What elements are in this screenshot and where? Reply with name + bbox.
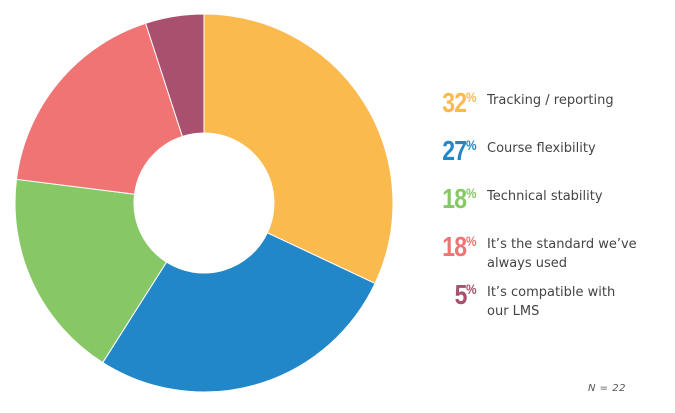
legend-percent-value: 27 <box>442 135 468 166</box>
legend-label: Tracking / reporting <box>487 93 614 108</box>
legend-label: Course flexibility <box>487 141 596 156</box>
legend-item-1: 32% Tracking / reporting <box>426 88 666 136</box>
donut-slice-4 <box>15 22 183 195</box>
legend-percent-symbol: % <box>465 185 477 201</box>
sample-size-note: N = 22 <box>588 383 626 394</box>
legend-label: It’s the standard we’ve always used <box>487 237 637 271</box>
chart-legend: 32% Tracking / reporting 27% Course flexibi… <box>426 88 666 328</box>
legend-percent: 18% <box>426 184 478 214</box>
legend-percent-value: 5 <box>454 279 468 310</box>
legend-percent-symbol: % <box>465 281 477 297</box>
legend-item-3: 18% Technical stability <box>426 184 666 232</box>
legend-percent-symbol: % <box>465 137 477 153</box>
legend-percent-symbol: % <box>465 89 477 105</box>
legend-percent-symbol: % <box>465 233 477 249</box>
legend-item-5: 5% It’s compatible with our LMS <box>426 280 666 328</box>
legend-item-4: 18% It’s the standard we’ve always used <box>426 232 666 280</box>
donut-slice-2 <box>102 232 376 393</box>
legend-percent-value: 18 <box>442 231 468 262</box>
legend-percent: 5% <box>426 280 478 310</box>
legend-percent-value: 18 <box>442 183 468 214</box>
legend-label: Technical stability <box>487 189 603 204</box>
donut-slice-5 <box>144 13 205 138</box>
donut-slice-1 <box>203 13 394 285</box>
legend-percent: 27% <box>426 136 478 166</box>
legend-label: It’s compatible with our LMS <box>487 285 616 319</box>
donut-slice-3 <box>14 178 168 364</box>
legend-item-2: 27% Course flexibility <box>426 136 666 184</box>
legend-percent-value: 32 <box>442 87 468 118</box>
legend-percent: 18% <box>426 232 478 262</box>
legend-percent: 32% <box>426 88 478 118</box>
